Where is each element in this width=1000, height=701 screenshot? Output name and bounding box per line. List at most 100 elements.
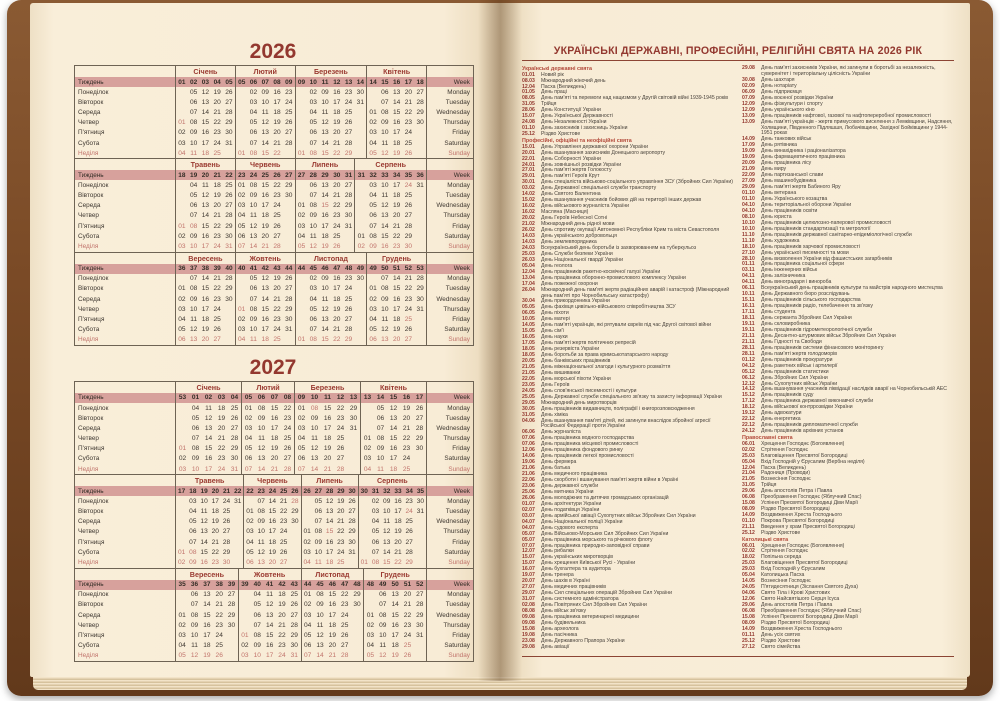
holiday-date: 20.01 xyxy=(522,149,535,156)
calendar-quarter: Травень Червень Липень Серпень Тиждень 17 18 19… xyxy=(75,474,473,568)
month-name-cells: Січень Лютий Березень Квітень xyxy=(175,381,426,393)
day-cell: 13 xyxy=(201,202,210,210)
week-label-uk: Тиждень xyxy=(78,78,104,86)
day-cell: 01 xyxy=(246,508,254,516)
day-cell: 26 xyxy=(344,119,353,127)
holiday-item: 20.01 День вшанування захисників Донецько… xyxy=(522,149,734,157)
holiday-name: Покрова Пресвятої Богородиці xyxy=(761,518,835,525)
holiday-date: 15.12 xyxy=(742,392,755,399)
holiday-item: 25.03 Благовіщення Пресвятої Богородиці xyxy=(742,453,954,460)
day-cell: 14 xyxy=(268,497,277,505)
day-cell: 06 xyxy=(309,181,317,189)
weekday-label-en: Thursday xyxy=(426,433,473,444)
day-cell: 29 xyxy=(344,336,353,344)
holiday-name: День залізничника xyxy=(761,273,806,280)
week-number: 09 xyxy=(297,78,306,86)
holiday-date: 04.06 xyxy=(742,590,755,597)
day-cell: 17 xyxy=(391,631,399,639)
day-cell: 24 xyxy=(403,631,412,639)
day-cell: 01 xyxy=(297,336,306,344)
spacer xyxy=(426,252,473,264)
day-cell: 18 xyxy=(394,518,402,526)
holiday-item: 01.11 День працівника соціальної сфери xyxy=(742,261,954,268)
month-name-cell: Травень xyxy=(175,475,243,487)
month-days: 06 13 20 27 xyxy=(366,87,426,98)
day-cell: 04 xyxy=(253,591,261,599)
holiday-item: 01.11 День усіх святих xyxy=(742,632,954,639)
day-cell: 24 xyxy=(337,548,345,556)
holiday-name: День художника xyxy=(761,237,800,244)
week-number: 35 xyxy=(404,171,412,179)
day-cell: 09 xyxy=(369,243,377,251)
holiday-name: День працівника місцевої промисловості xyxy=(541,441,639,448)
holiday-date: 01.10 xyxy=(742,190,755,197)
right-page: УКРАЇНСЬКІ ДЕРЖАВНІ, ПРОФЕСІЙНІ, РЕЛІГІЙ… xyxy=(500,3,970,677)
day-cell: 28 xyxy=(405,548,413,556)
day-cell: 27 xyxy=(415,414,424,422)
holiday-date: 21.05 xyxy=(522,363,535,370)
holiday-date: 21.05 xyxy=(742,476,755,483)
day-cell: 18 xyxy=(217,404,226,412)
holiday-item: 10.11 День Державного бюро розслідувань xyxy=(742,291,954,298)
holiday-name: День інженерних військ xyxy=(761,267,818,274)
day-cell: 14 xyxy=(392,275,401,283)
holiday-name: День будівельника xyxy=(541,619,586,626)
day-cell: 31 xyxy=(348,548,356,556)
holiday-name: День Сухопутних військ України xyxy=(761,380,838,387)
holiday-date: 23.08 xyxy=(522,637,535,644)
holiday-item: 20.07 День шахів в Україні xyxy=(522,578,734,585)
holiday-item: 14.03 День українського добровольця xyxy=(522,233,734,240)
week-number: 37 xyxy=(203,581,211,589)
holiday-date: 04.10 xyxy=(742,207,755,214)
holiday-date: 12.04 xyxy=(522,83,535,90)
week-number: 32 xyxy=(369,171,377,179)
holiday-item: 05.07 День Військово-Морських Сил Збройни… xyxy=(522,531,734,538)
day-cell: 31 xyxy=(349,424,358,432)
holiday-item: 01.01 Новий рік xyxy=(522,72,734,79)
day-cell: 02 xyxy=(249,88,258,96)
holiday-item: 29.01 День пам'яті Героїв Крут xyxy=(522,173,734,180)
holiday-name: День спеціаліста військово-соціального у… xyxy=(541,179,733,186)
holiday-date: 14.02 xyxy=(522,191,535,198)
month-days: 02 09 16 23 xyxy=(241,413,294,424)
week-number: 46 xyxy=(321,265,329,273)
month-days: 04 11 18 25 xyxy=(234,210,295,222)
day-cell: 22 xyxy=(404,108,413,116)
holiday-date: 11.10 xyxy=(742,237,755,244)
day-cell: 17 xyxy=(333,98,341,106)
holiday-item: 15.05 День сім'ї xyxy=(522,328,734,335)
holiday-date: 16.02 xyxy=(522,203,535,210)
month-name: Травень xyxy=(190,160,221,170)
day-cell: 31 xyxy=(416,508,425,516)
day-cell: 05 xyxy=(253,601,261,609)
holiday-name: День пам'яті жертв політичних репресій xyxy=(541,340,636,347)
holiday-date: 04.11 xyxy=(742,273,755,280)
day-cells: 01 08 15 22 29 06 13 20 27 03 10 17 24 01 08 15 22 29 xyxy=(175,609,426,621)
calendar-quarter: Травень Червень Липень Серпень Тиждень 18 19 20… xyxy=(75,158,473,252)
holiday-name: День археолога xyxy=(541,625,579,632)
week-number: 27 xyxy=(285,171,293,179)
month-days: 01 08 15 22 29 xyxy=(234,180,295,191)
holiday-item: 05.04 Католицька Пасха xyxy=(742,572,954,579)
holiday-item: 14.12 День вшанування учасників ліквідаці… xyxy=(742,386,954,393)
day-row: П'ятниця 01 08 15 22 29 05 12 19 26 05 12 19 26 02 09 16… xyxy=(75,443,473,454)
holiday-date: 19.11 xyxy=(742,320,755,327)
day-cell: 16 xyxy=(333,275,341,283)
holiday-date: 25.12 xyxy=(742,529,755,536)
holiday-date: 14.12 xyxy=(742,386,755,393)
day-cell: 19 xyxy=(391,652,399,660)
day-cell: 28 xyxy=(344,326,353,334)
day-cell: 03 xyxy=(297,424,306,432)
month-days: 02 09 16 23 30 xyxy=(363,620,426,631)
holiday-item: 30.04 День прикордонника України xyxy=(522,298,734,305)
day-cell: 30 xyxy=(415,445,424,453)
month-days: 03 10 17 24 31 xyxy=(354,180,426,191)
holiday-item: 20.09 День працівника лісу xyxy=(742,160,954,167)
holiday-item: 25.03 Благовіщення Пресвятої Богородиці xyxy=(742,560,954,567)
day-cells: 05 12 19 26 02 09 16 23 02 09 16 23 30 06 13 20 27 xyxy=(175,87,426,98)
week-number: 48 xyxy=(366,581,375,589)
month-days: 07 14 21 28 xyxy=(234,137,295,149)
holiday-date: 31.07 xyxy=(522,596,535,603)
holiday-date: 03.02 xyxy=(522,185,535,192)
month-name: Серпень xyxy=(375,160,407,170)
